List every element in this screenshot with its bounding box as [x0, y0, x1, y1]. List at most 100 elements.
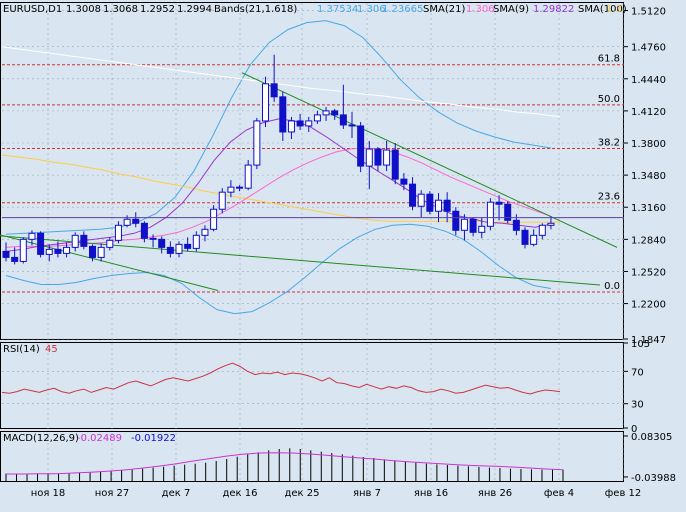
fibonacci-levels: 61.8 50.0 38.2 23.6 0.0 — [2, 54, 624, 293]
candle-body — [521, 229, 529, 245]
candle-body — [460, 218, 468, 231]
candle-body — [97, 246, 105, 258]
macd-signal-line — [6, 452, 564, 475]
candle-body — [391, 149, 399, 180]
fib-level-label: 50.0 — [598, 94, 620, 105]
x-tick-label: ноя 27 — [95, 488, 130, 499]
candle-body — [80, 234, 88, 247]
bollinger-lower-line — [5, 223, 552, 315]
main-header-sma21-value: 1.306 — [466, 4, 495, 15]
macd-signal-value: -0.01922 — [131, 433, 176, 444]
candles — [2, 54, 555, 265]
sma21-line — [5, 147, 552, 248]
trend-lines — [0, 72, 618, 292]
candle-body — [201, 228, 209, 236]
trend-line — [0, 234, 219, 292]
candle-body — [158, 238, 166, 248]
candle-body — [106, 239, 114, 248]
macd-tick-label: -0.03988 — [631, 473, 676, 484]
candle-body — [313, 114, 321, 122]
main-header-bands-upper: 1.37534 — [317, 4, 358, 15]
macd-tick-label: 0.08305 — [631, 432, 672, 443]
main-header-bands-mid: 1.306 — [357, 4, 386, 15]
candle-body — [54, 248, 62, 254]
rsi-tick-label: 105 — [631, 339, 650, 350]
candle-body — [495, 201, 503, 205]
candle-body — [435, 199, 442, 212]
candle-body — [262, 83, 269, 122]
candle-body — [357, 125, 365, 167]
rsi-tick-label: 30 — [631, 400, 644, 411]
y-tick-label: 1.3800 — [631, 139, 666, 150]
x-tick-label: янв 26 — [478, 488, 512, 499]
candle-body — [253, 120, 261, 166]
main-header-symbol: EURUSD,D1 — [3, 4, 62, 15]
macd-series — [5, 448, 564, 481]
candle-body — [89, 245, 96, 258]
x-tick-label: дек 7 — [162, 488, 191, 499]
candle-body — [374, 148, 382, 166]
y-axis-labels: 1.5120 1.4760 1.4440 1.4120 1.3800 1.3480 1.31… — [624, 7, 676, 484]
main-header-bands-lower: 1.23665 — [382, 4, 423, 15]
main-header-sma9-label: SMA(9) — [493, 4, 529, 15]
macd-pane-frame — [0, 431, 624, 482]
candle-body — [132, 218, 140, 224]
candle-body — [63, 246, 71, 254]
rsi-series — [1, 362, 561, 395]
candle-body — [184, 243, 192, 249]
main-header-sma100-value: 1.3 — [606, 4, 622, 15]
candle-body — [279, 96, 287, 133]
candle-body — [365, 148, 373, 167]
rsi-pane-frame — [0, 342, 624, 429]
main-pane-frame — [0, 2, 624, 340]
main-header-sma21-label: SMA(21) — [423, 4, 465, 15]
candle-body — [547, 222, 555, 226]
candle-body — [400, 178, 408, 185]
candle-body — [530, 234, 538, 245]
candle-body — [469, 218, 477, 233]
candle-body — [149, 237, 157, 240]
candle-body — [2, 250, 10, 258]
grid-lines — [2, 3, 624, 481]
candle-body — [339, 114, 347, 126]
rsi-line — [1, 362, 561, 395]
candle-body — [123, 218, 131, 226]
rsi-value: 45 — [45, 344, 58, 355]
rsi-tick-label: 0 — [631, 424, 637, 435]
x-tick-label: дек 16 — [222, 488, 257, 499]
fib-level-label: 23.6 — [598, 192, 620, 203]
candle-body — [538, 224, 546, 236]
rsi-tick-label: 70 — [631, 367, 644, 378]
candle-body — [28, 232, 36, 240]
candle-body — [443, 199, 451, 212]
y-tick-label: 1.3160 — [631, 203, 666, 214]
candle-body — [71, 234, 79, 248]
main-header-bands-label: Bands(21,1.618) — [214, 4, 297, 15]
main-header-close: 1.2994 — [177, 4, 212, 15]
x-tick-label: ноя 18 — [31, 488, 66, 499]
candle-body — [19, 238, 27, 262]
y-tick-label: 1.2200 — [631, 300, 666, 311]
bollinger-upper-line — [5, 20, 552, 235]
candle-body — [478, 225, 486, 233]
y-tick-label: 1.2520 — [631, 267, 666, 278]
fib-level-label: 38.2 — [598, 138, 620, 149]
candle-body — [512, 219, 520, 231]
bollinger-bands — [5, 20, 552, 315]
rsi-label: RSI(14) — [3, 344, 40, 355]
x-tick-label: янв 7 — [353, 488, 381, 499]
candle-body — [236, 186, 244, 189]
x-tick-label: дек 25 — [284, 488, 319, 499]
y-tick-label: 1.4120 — [631, 107, 666, 118]
candle-body — [322, 110, 330, 116]
main-header-high: 1.3068 — [103, 4, 138, 15]
main-header-low: 1.2952 — [140, 4, 175, 15]
candle-body — [409, 183, 417, 207]
candle-body — [45, 248, 53, 255]
candle-body — [11, 256, 19, 262]
x-axis-labels: ноя 18 ноя 27 дек 7 дек 16 дек 25 янв 7 янв 16… — [31, 488, 642, 499]
candle-body — [270, 83, 278, 98]
candle-body — [227, 186, 235, 193]
